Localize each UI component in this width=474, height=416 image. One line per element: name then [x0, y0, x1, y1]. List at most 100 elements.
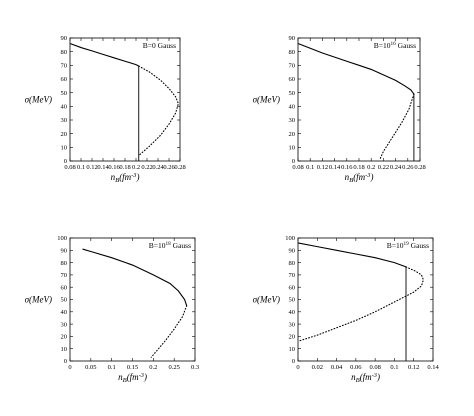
- y-tick-label: 40: [289, 309, 296, 316]
- y-tick-label: 50: [289, 90, 296, 97]
- y-tick-label: 20: [61, 334, 68, 341]
- x-tick-label: 0.3: [191, 364, 199, 371]
- y-tick-label: 20: [61, 131, 68, 138]
- x-tick-label: 0.14: [329, 164, 341, 171]
- y-tick-label: 30: [61, 117, 68, 124]
- y-tick-label: 80: [61, 260, 68, 267]
- x-tick-label: 0.16: [341, 164, 353, 171]
- x-axis-label: nB(fm-3): [118, 372, 147, 384]
- x-tick-label: 0.15: [127, 364, 138, 371]
- x-tick-label: 0.12: [317, 164, 328, 171]
- x-tick-label: 0.02: [312, 364, 323, 371]
- y-tick-label: 80: [289, 49, 296, 56]
- x-tick-label: 0: [296, 364, 299, 371]
- x-tick-label: 0.26: [163, 164, 175, 171]
- y-tick-label: 90: [289, 35, 296, 42]
- y-tick-label: 0: [64, 358, 67, 365]
- plot-frame: [297, 37, 421, 162]
- x-tick-label: 0.06: [350, 364, 362, 371]
- plot-frame: [297, 237, 434, 362]
- y-tick-label: 10: [61, 145, 68, 152]
- y-axis-label: σ(MeV): [253, 95, 280, 105]
- series-line-1-solid: [297, 42, 415, 95]
- x-tick-label: 0.08: [369, 364, 380, 371]
- y-tick-label: 80: [61, 49, 68, 56]
- series-line-3-dotted: [379, 93, 415, 159]
- x-axis-label: nB(fm-3): [345, 172, 374, 184]
- y-tick-label: 40: [289, 104, 296, 111]
- y-tick-label: 30: [289, 321, 296, 328]
- y-tick-label: 90: [61, 35, 68, 42]
- x-tick-label: 0.2: [132, 164, 140, 171]
- y-tick-label: 90: [289, 248, 296, 255]
- series-line-3-dotted: [297, 266, 424, 342]
- x-tick-label: 0.05: [85, 364, 96, 371]
- y-tick-label: 10: [61, 346, 68, 353]
- x-tick-label: 0.24: [390, 164, 402, 171]
- x-tick-label: 0.22: [378, 164, 389, 171]
- y-tick-label: 40: [61, 104, 68, 111]
- x-tick-label: 0.12: [86, 164, 97, 171]
- x-tick-label: 0.08: [292, 164, 303, 171]
- chart-panel-1: 0.08 0.1 0.12 0.14 0.16 0.18 0.2 0.22 0.24 0.26 0.…: [25, 35, 186, 184]
- chart-panel-4: 0 0.02 0.04 0.06 0.08 0.1 0.12 0.14 0 10 20 30 40 50 6…: [253, 235, 440, 384]
- x-tick-label: 0.18: [353, 164, 364, 171]
- plot-frame: [69, 37, 181, 162]
- series-line-1-solid: [297, 242, 407, 268]
- y-tick-label: 90: [61, 248, 68, 255]
- y-tick-label: 50: [61, 90, 68, 97]
- y-tick-label: 80: [289, 260, 296, 267]
- y-tick-label: 10: [289, 145, 296, 152]
- x-tick-label: 0.28: [174, 164, 185, 171]
- series-line-3-dotted: [138, 65, 179, 157]
- x-tick-label: 0.25: [168, 364, 179, 371]
- x-tick-label: 0.2: [367, 164, 375, 171]
- x-axis-label: nB(fm-3): [111, 172, 140, 184]
- y-tick-label: 30: [61, 321, 68, 328]
- y-tick-label: 10: [289, 346, 296, 353]
- y-axis-label: σ(MeV): [253, 295, 280, 305]
- y-tick-label: 70: [289, 272, 296, 279]
- x-tick-label: 0.24: [152, 164, 164, 171]
- y-tick-label: 0: [64, 158, 67, 165]
- x-tick-label: 0.1: [390, 364, 398, 371]
- x-axis-label: nB(fm-3): [351, 372, 380, 384]
- y-tick-label: 60: [61, 76, 68, 83]
- y-tick-label: 40: [61, 309, 68, 316]
- x-tick-label: 0.12: [408, 364, 419, 371]
- y-axis-label: σ(MeV): [25, 95, 52, 105]
- y-tick-label: 50: [289, 297, 296, 304]
- x-tick-label: 0.26: [402, 164, 414, 171]
- y-tick-label: 50: [61, 297, 68, 304]
- y-tick-label: 70: [61, 63, 68, 70]
- x-tick-label: 0.1: [306, 164, 314, 171]
- y-tick-label: 60: [61, 284, 68, 291]
- x-tick-label: 0.1: [108, 364, 116, 371]
- y-axis-label: σ(MeV): [25, 295, 52, 305]
- series-line-1-solid: [69, 42, 139, 67]
- x-tick-label: 0.1: [77, 164, 85, 171]
- y-tick-label: 60: [289, 76, 296, 83]
- field-annotation: B=1016 Gauss: [374, 41, 416, 50]
- field-annotation: B=0 Gauss: [143, 41, 176, 50]
- x-tick-label: 0.16: [108, 164, 120, 171]
- series-line-2-dotted: [150, 305, 188, 358]
- y-tick-label: 20: [289, 334, 296, 341]
- field-annotation: B=1018 Gauss: [149, 241, 191, 250]
- x-tick-label: 0: [68, 364, 71, 371]
- y-tick-label: 20: [289, 131, 296, 138]
- field-annotation: B=1019 Gauss: [387, 241, 429, 250]
- x-tick-label: 0.14: [97, 164, 109, 171]
- y-tick-label: 0: [292, 158, 295, 165]
- x-tick-label: 0.22: [141, 164, 152, 171]
- y-tick-label: 60: [289, 284, 296, 291]
- y-tick-label: 70: [289, 63, 296, 70]
- x-tick-label: 0.28: [414, 164, 425, 171]
- y-tick-label: 30: [289, 117, 296, 124]
- y-tick-label: 100: [57, 235, 67, 242]
- x-tick-label: 0.08: [64, 164, 75, 171]
- x-tick-label: 0.14: [427, 364, 439, 371]
- chart-panel-2: 0.08 0.1 0.12 0.14 0.16 0.18 0.2 0.22 0.24 0.26 0.…: [253, 35, 426, 184]
- y-tick-label: 0: [292, 358, 295, 365]
